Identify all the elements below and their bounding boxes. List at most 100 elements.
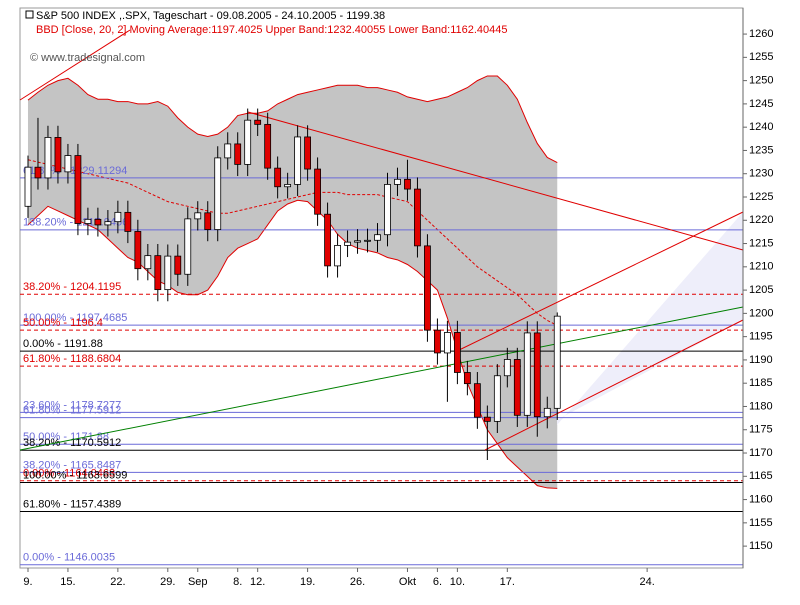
bands-layer [27,75,558,489]
y-tick-label: 1225 [749,191,773,203]
candle-body [64,155,72,173]
y-tick-label: 1155 [749,517,773,529]
candle-body [24,166,32,207]
candle-body [94,218,102,226]
band-line [27,75,558,163]
level-label: 50.00% - 1171.88 [23,431,109,443]
y-tick-label: 1190 [749,354,773,366]
candle-body [184,218,192,275]
y-tick-label: 1235 [749,144,773,156]
x-tick-label: 8. [233,576,242,588]
candle-body [553,315,561,409]
candle-body [444,332,451,354]
candle-body [214,157,222,230]
band-line [27,159,558,326]
x-tick-label: 12. [250,576,265,588]
candle-body [453,332,461,373]
candle-body [74,155,82,224]
channel-line [484,319,744,451]
candle-body [424,245,431,331]
channel-line [454,211,744,353]
level-label: 100.00% - 1197.4685 [23,312,127,324]
candle-body [194,212,202,220]
candle-body [254,119,262,125]
chart-subtitle: BBD [Close, 20, 2] Moving Average:1197.4… [36,24,508,36]
y-tick-label: 1195 [749,331,773,343]
watermark: © www.tradesignal.com [30,52,145,64]
band-fill [27,75,558,489]
y-tick-label: 1215 [749,237,773,249]
level-label: 61.80% - 1177.5912 [23,405,121,417]
candle-body [493,375,501,422]
y-tick-label: 1240 [749,121,773,133]
x-tick-label: 10. [450,576,465,588]
candle-body [204,212,212,230]
candle-body [314,168,321,215]
x-tick-label: 26. [350,576,365,588]
candle-body [354,240,361,243]
trend-line [19,29,131,101]
x-tick-label: Okt [399,576,416,588]
candle-body [483,416,491,422]
level-label: 38.20% - 1165.8487 [23,459,121,471]
y-tick-label: 1210 [749,261,773,273]
candle-body [44,137,52,179]
candle-body [244,119,252,165]
level-label: 38.20% - 1204.1195 [23,281,121,293]
candle-body [463,372,471,385]
level-label: 61.80% - 1157.4389 [23,498,121,510]
candle-body [344,241,351,246]
candle-body [384,184,391,236]
candle-body [294,136,302,185]
chart-title: S&P 500 INDEX ,.SPX, Tageschart - 09.08.… [36,10,385,22]
y-tick-label: 1250 [749,75,773,87]
y-tick-label: 1160 [749,493,773,505]
candle-body [144,255,152,270]
x-tick-label: 29. [160,576,175,588]
y-tick-label: 1150 [749,540,773,552]
x-tick-label: 19. [300,576,315,588]
band-line [27,199,558,489]
level-label: 38.20% - 1170.5912 [23,437,121,449]
y-tick-label: 1260 [749,28,773,40]
x-tick-label: Sep [188,576,208,588]
candle-body [434,329,441,354]
candle-body [154,255,162,291]
candle-body [114,211,122,223]
candle-body [54,137,62,173]
y-tick-label: 1245 [749,98,773,110]
candle-body [473,383,481,418]
candle-body [334,245,341,267]
candle-body [503,359,511,377]
y-tick-label: 1205 [749,284,773,296]
candle-body [104,221,112,226]
candle-body [234,143,242,165]
level-label: 0.00% - 1191.88 [23,338,103,350]
candle-body [543,407,551,418]
legend-icon [25,10,34,19]
level-label: 100.00% - 1163.6599 [23,469,127,481]
candle-body [533,332,541,418]
x-tick-label: 24. [639,576,654,588]
y-tick-label: 1165 [749,470,773,482]
level-label: 0.00% - 1164.0463 [23,468,115,480]
candle-body [124,211,132,232]
candles-layer [24,108,561,461]
candle-body [264,123,272,169]
x-tick-label: 22. [110,576,125,588]
y-tick-label: 1175 [749,424,773,436]
trend-line [19,306,744,451]
axes-layer: 1150 1155 1160 1165 1170 1175 1180 1185 1190 1195… [23,8,773,588]
y-tick-label: 1185 [749,377,773,389]
candle-body [224,143,232,159]
x-tick-label: 6. [433,576,442,588]
candle-body [374,234,381,241]
level-label: 50.00% - 1196.4 [23,317,103,329]
candle-body [523,332,531,416]
candle-body [274,167,282,188]
x-tick-label: 17. [500,576,515,588]
candle-body [364,239,371,242]
y-tick-label: 1220 [749,214,773,226]
candle-body [134,231,142,270]
